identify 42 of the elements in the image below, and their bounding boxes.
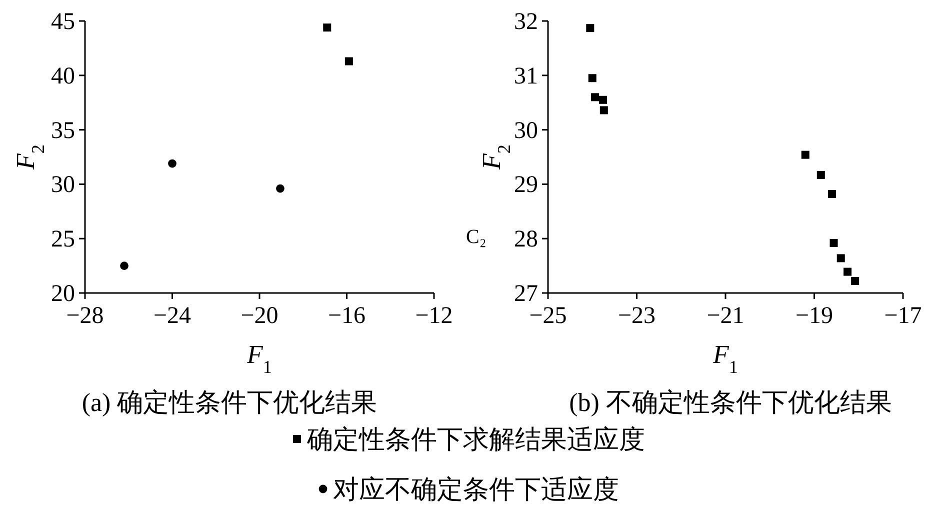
y-tick-label: 29 <box>514 172 538 198</box>
point <box>830 238 838 247</box>
y-tick-label: 40 <box>51 63 75 90</box>
legend-label: 确定性条件下求解结果适应度 <box>306 425 645 454</box>
point <box>600 106 608 114</box>
point <box>816 170 825 179</box>
point <box>168 159 176 168</box>
point <box>836 254 845 262</box>
point <box>323 24 332 32</box>
point <box>586 24 594 32</box>
point <box>599 96 608 104</box>
point <box>801 150 810 159</box>
point <box>591 93 600 102</box>
x-axis-title: F$_{1}$ <box>246 340 272 377</box>
y-tick-label: 45 <box>51 9 75 35</box>
y-tick-label: 30 <box>514 118 538 144</box>
point <box>344 57 353 66</box>
point <box>120 262 128 270</box>
x-tick-label: −16 <box>328 303 366 329</box>
x-axis-title: F$_{1}$ <box>712 340 738 377</box>
x-tick-label: −12 <box>415 303 453 329</box>
x-tick-label: −17 <box>884 303 922 329</box>
legend-label: 对应不确定条件下适应度 <box>333 475 619 504</box>
y-tick-label: 28 <box>514 226 538 253</box>
x-tick-label: −20 <box>240 303 278 329</box>
y-tick-label: 30 <box>51 172 75 198</box>
x-tick-label: −24 <box>153 303 192 329</box>
text: (a) 确定性条件下优化结果 <box>82 388 378 417</box>
x-tick-label: −21 <box>706 303 744 329</box>
y-tick-label: 35 <box>51 118 75 144</box>
y-tick-label: 32 <box>514 9 538 35</box>
x-tick-label: −23 <box>618 303 656 329</box>
point <box>828 190 836 198</box>
point <box>276 184 284 193</box>
point <box>588 74 596 82</box>
text: C₂ <box>466 226 486 248</box>
point <box>851 277 860 286</box>
x-tick-label: −19 <box>795 303 834 329</box>
point <box>844 268 852 276</box>
y-tick-label: 25 <box>51 226 75 253</box>
y-tick-label: 31 <box>514 63 538 90</box>
text: (b) 不确定性条件下优化结果 <box>569 388 892 417</box>
